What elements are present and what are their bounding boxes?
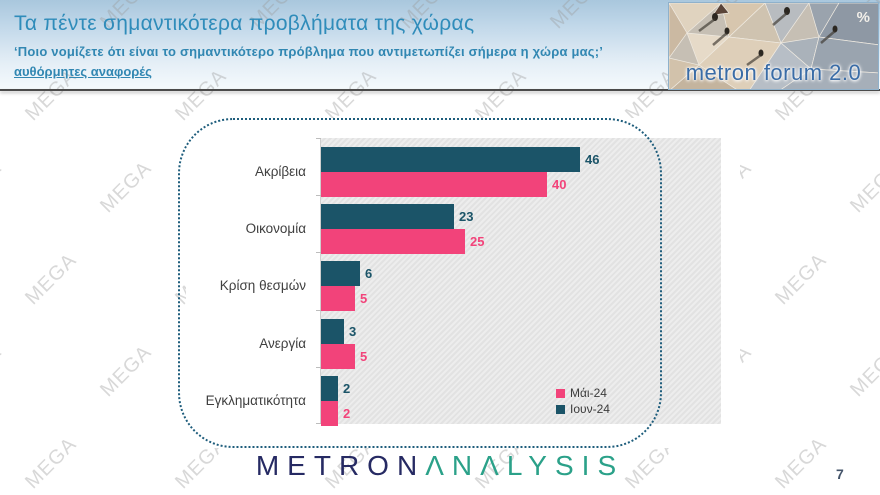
- watermark-text: MEGA: [96, 341, 157, 402]
- bar-value-label: 5: [360, 291, 368, 307]
- watermark-text: MEGA: [21, 249, 82, 310]
- legend-item: Ιουν-24: [556, 403, 610, 416]
- bar-Μάι-24-4: [321, 343, 355, 369]
- bar-Μάι-24-1: [321, 172, 547, 197]
- legend-label: Μάι-24: [570, 386, 607, 400]
- bar-value-label: 2: [343, 380, 351, 396]
- plot-area: 46 40 23 25 6 5 3 5 2 2: [316, 138, 721, 426]
- watermark-text: MEGA: [771, 249, 832, 310]
- bar-value-label: 46: [585, 152, 600, 167]
- watermark-text: MEGA: [0, 157, 7, 218]
- metron-forum-logo: % metron forum 2.0: [668, 2, 879, 90]
- bar-value-label: 25: [470, 234, 485, 250]
- axis-tick: [316, 423, 321, 424]
- bar-value-label: 2: [343, 405, 351, 421]
- bar-Ιουν-24-3: [321, 261, 360, 287]
- bar-Ιουν-24-1: [321, 147, 580, 172]
- watermark-text: MEGA: [96, 157, 157, 218]
- bar-value-label: 23: [459, 209, 474, 225]
- category-labels: Ακρίβεια Οικονομία Κρίση θεσμών Ανεργία Εγκλ…: [180, 138, 313, 424]
- category-label: Εγκληματικότητα: [205, 392, 306, 408]
- metron-analysis-logo-metron: METRON: [255, 450, 426, 481]
- survey-question-subtitle: ‘Ποιο νομίζετε ότι είναι το σημαντικότερ…: [14, 44, 604, 59]
- category-label: Ανεργία: [259, 335, 306, 351]
- bar-Ιουν-24-2: [321, 204, 454, 230]
- chart-legend: Μάι-24 Ιουν-24: [556, 387, 610, 419]
- axis-tick: [316, 310, 321, 311]
- percent-icon: %: [856, 9, 870, 26]
- category-label: Ακρίβεια: [254, 164, 306, 179]
- legend-swatch-icon: [556, 405, 565, 414]
- legend-swatch-icon: [556, 389, 565, 398]
- bar-value-label: 3: [349, 323, 357, 339]
- watermark-text: MEGA: [0, 341, 7, 402]
- spontaneous-mentions-link[interactable]: αυθόρμητες αναφορές: [14, 64, 152, 79]
- metron-analysis-logo-analysis: ΛNΛLYSIS: [425, 450, 625, 481]
- page-title: Τα πέντε σημαντικότερα προβλήματα της χώ…: [14, 12, 475, 35]
- axis-tick: [316, 195, 321, 196]
- axis-tick: [316, 367, 321, 368]
- bar-value-label: 6: [365, 266, 373, 282]
- legend-item: Μάι-24: [556, 387, 610, 400]
- bar-Ιουν-24-5: [321, 375, 338, 401]
- axis-tick: [316, 252, 321, 253]
- bar-Μάι-24-5: [321, 400, 338, 426]
- header-divider: [0, 89, 880, 91]
- category-label: Οικονομία: [245, 221, 306, 237]
- watermark-text: MEGA: [846, 157, 880, 218]
- metron-forum-logo-text: metron forum 2.0: [685, 60, 862, 85]
- category-label: Κρίση θεσμών: [219, 278, 306, 294]
- metron-analysis-logo: METRONΛNΛLYSIS: [0, 450, 880, 482]
- legend-label: Ιουν-24: [570, 402, 610, 416]
- bar-Ιουν-24-4: [321, 318, 344, 344]
- bar-Μάι-24-2: [321, 229, 465, 255]
- bar-value-label: 5: [360, 348, 368, 364]
- page-number: 7: [836, 466, 844, 482]
- bar-value-label: 40: [552, 177, 567, 192]
- axis-tick: [316, 138, 321, 139]
- watermark-text: MEGA: [846, 341, 880, 402]
- bar-Μάι-24-3: [321, 286, 355, 312]
- metron-forum-photo: [669, 3, 878, 89]
